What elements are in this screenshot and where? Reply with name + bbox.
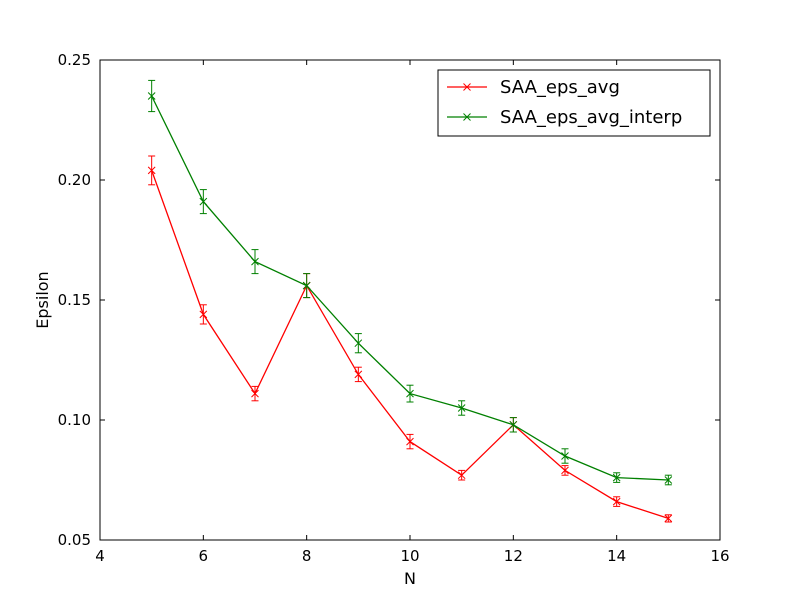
data-point-marker — [354, 339, 363, 348]
series-SAA_eps_avg_interp — [147, 79, 673, 486]
x-tick-label: 10 — [400, 547, 419, 565]
y-tick-label: 0.10 — [58, 411, 91, 429]
x-tick-label: 12 — [504, 547, 523, 565]
x-axis-label: N — [404, 569, 416, 588]
data-point-marker — [302, 281, 311, 290]
data-point-marker — [251, 257, 259, 266]
data-point-marker — [406, 437, 414, 446]
y-tick-label: 0.20 — [58, 171, 91, 189]
x-tick-label: 14 — [607, 547, 626, 565]
legend-label: SAA_eps_avg_interp — [500, 107, 682, 128]
y-tick-label: 0.05 — [58, 531, 91, 549]
y-axis-label: Epsilon — [33, 271, 52, 328]
legend-label: SAA_eps_avg — [500, 77, 620, 98]
data-point-marker — [147, 92, 156, 100]
x-tick-label: 8 — [302, 547, 312, 565]
x-tick-label: 16 — [710, 547, 729, 565]
legend-item: SAA_eps_avg_interp — [447, 107, 682, 128]
data-point-marker — [147, 166, 156, 175]
legend-marker — [463, 83, 471, 91]
legend-box — [437, 69, 711, 137]
plot-frame — [99, 59, 721, 541]
data-point-marker — [199, 197, 208, 206]
data-point-marker — [664, 476, 673, 484]
legend-marker — [463, 113, 471, 121]
x-tick-label: 4 — [95, 547, 105, 565]
x-tick-label: 6 — [199, 547, 209, 565]
data-point-marker — [457, 404, 466, 412]
data-point-marker — [664, 514, 673, 523]
data-point-marker — [406, 389, 414, 398]
data-point-marker — [354, 370, 363, 379]
y-tick-label: 0.25 — [58, 51, 91, 69]
data-point-marker — [251, 389, 259, 398]
y-tick-label: 0.15 — [58, 291, 91, 309]
data-point-marker — [509, 420, 518, 429]
plot-background — [100, 60, 720, 540]
data-point-marker — [457, 471, 466, 480]
data-point-marker — [612, 497, 621, 506]
legend-item: SAA_eps_avg — [447, 77, 620, 98]
series-group — [147, 79, 673, 523]
data-point-marker — [199, 310, 208, 319]
legend: SAA_eps_avg SAA_eps_avg_interp — [437, 69, 711, 137]
data-point-marker — [612, 473, 621, 482]
data-point-marker — [561, 466, 569, 475]
data-point-marker — [561, 452, 569, 460]
